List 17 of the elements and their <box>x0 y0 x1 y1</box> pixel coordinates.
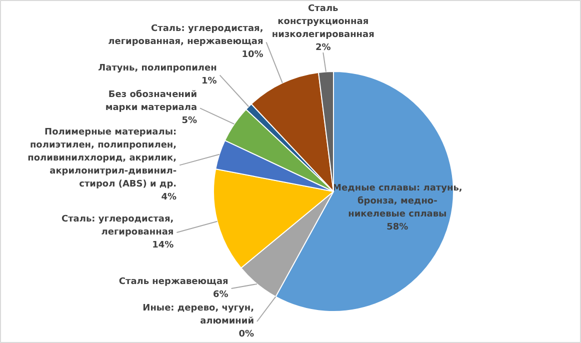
slice-label: Сталь нержавеющая <box>118 277 229 287</box>
slice-label: Без обозначений марки материала <box>105 89 198 114</box>
data-label: 2% <box>316 43 331 53</box>
data-label: 1% <box>202 76 217 87</box>
data-label: 58% <box>386 222 408 232</box>
text: 0% <box>238 330 254 340</box>
data-label: 4% <box>161 192 177 203</box>
slice-label: Сталь: углеродистая, легированная, нержавеющая <box>108 24 264 48</box>
category-label: Иные: дерево, чугун, алюминий <box>142 304 254 326</box>
data-label: 5% <box>182 116 198 126</box>
slice-label: Сталь: углеродистая, легированная <box>61 214 174 238</box>
data-label: 10% <box>242 50 264 60</box>
data-label: 6% <box>213 290 228 300</box>
slice-label: Сталь конструкционная низколегированная <box>272 4 375 40</box>
slice-label: Латунь, полипропилен <box>98 64 217 74</box>
slice-label: Полимерные материалы: полиэтилен, полипропилен, поливинилхлорид, акрилик, акрилонитрил-дивинил- стирол (ABS) и др. <box>28 128 177 190</box>
data-label: 14% <box>152 240 174 251</box>
